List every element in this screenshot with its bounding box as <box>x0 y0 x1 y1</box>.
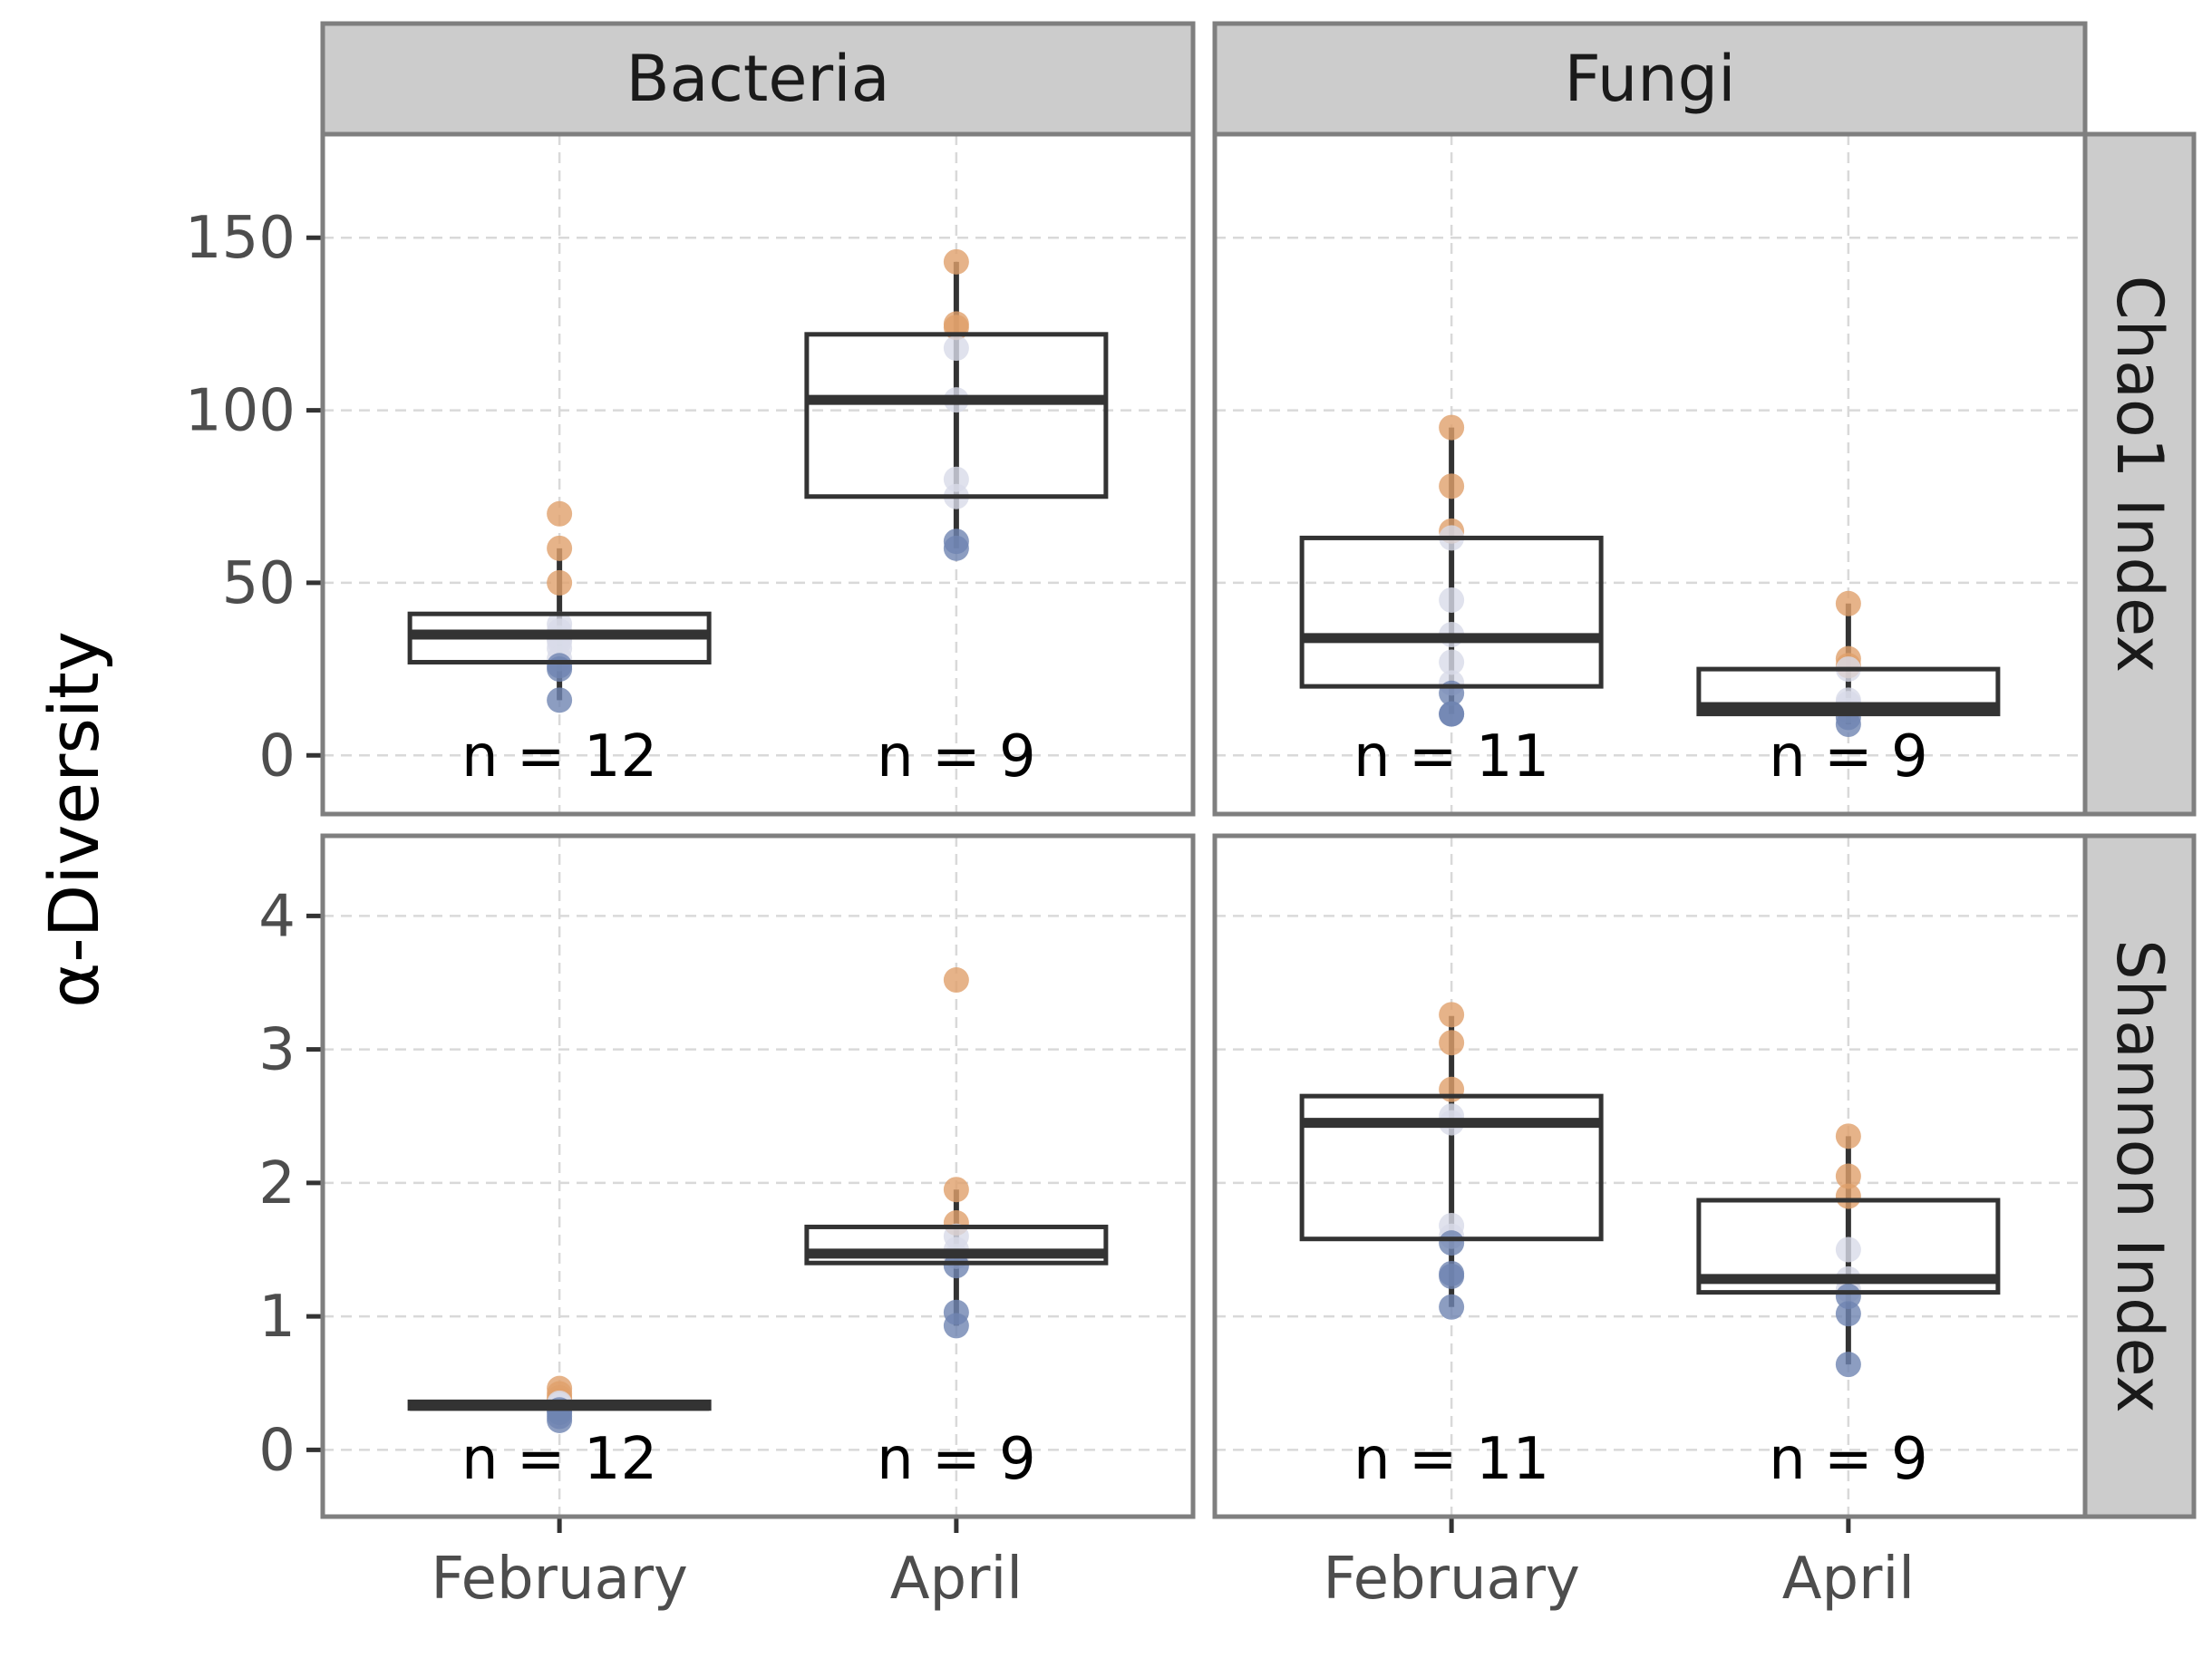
panel-border <box>320 131 1196 817</box>
data-point <box>1439 1002 1465 1028</box>
panel-border <box>320 833 1196 1519</box>
data-point <box>547 569 573 596</box>
data-point <box>1835 1123 1861 1149</box>
data-point <box>1439 414 1465 441</box>
data-point <box>1439 1294 1465 1320</box>
panel-background <box>323 836 1193 1517</box>
x-tick-label: February <box>431 1546 688 1613</box>
panel-background <box>1215 134 2085 814</box>
sample-size-label: n = 12 <box>461 1426 657 1493</box>
x-tick-label: April <box>890 1546 1023 1613</box>
data-point <box>547 535 573 561</box>
data-point <box>547 687 573 713</box>
data-point <box>1439 1263 1465 1289</box>
y-tick-label: 0 <box>258 1417 296 1484</box>
row-strip-label: Chao1 Index <box>2102 276 2177 673</box>
data-point <box>1835 1183 1861 1209</box>
y-tick-label: 1 <box>258 1284 296 1351</box>
y-tick-label: 0 <box>258 722 296 790</box>
box <box>1299 535 1604 689</box>
box <box>804 1224 1109 1266</box>
y-tick-label: 150 <box>185 205 296 272</box>
data-point <box>1439 587 1465 613</box>
data-point <box>1835 712 1861 738</box>
data-point <box>547 1407 573 1433</box>
box-group: n = 9 <box>804 248 1109 790</box>
data-point <box>943 967 969 994</box>
data-point <box>1835 590 1861 616</box>
data-point <box>943 248 969 275</box>
box <box>1696 666 2001 717</box>
sample-size-label: n = 11 <box>1353 723 1549 790</box>
panel-2: n = 11 n = 9 <box>1212 131 2088 817</box>
sample-size-label: n = 9 <box>877 723 1036 790</box>
box-group: n = 9 <box>1696 590 2001 790</box>
data-point <box>1835 1284 1861 1310</box>
column-strip <box>320 21 1196 137</box>
row-strip <box>2082 131 2197 817</box>
data-point <box>1835 1236 1861 1263</box>
y-tick-label: 100 <box>185 378 296 445</box>
panel-4: n = 11 n = 9 <box>1212 833 2088 1519</box>
box-group: n = 11 <box>1299 1002 1604 1493</box>
column-strip-label: Fungi <box>1564 42 1735 116</box>
panel-3: n = 12 n = 9 <box>320 833 1196 1519</box>
row-strip <box>2082 833 2197 1519</box>
box-group: n = 9 <box>1696 1123 2001 1493</box>
column-strip <box>1212 21 2088 137</box>
y-tick-label: 50 <box>222 550 296 617</box>
box <box>1299 1093 1604 1242</box>
sample-size-label: n = 9 <box>877 1426 1036 1493</box>
data-point <box>1439 649 1465 675</box>
row-strip-label: Shannon Index <box>2102 939 2177 1413</box>
sample-size-label: n = 9 <box>1769 723 1928 790</box>
data-point <box>1835 1301 1861 1327</box>
box-group: n = 12 <box>407 500 712 790</box>
data-point <box>943 535 969 561</box>
sample-size-label: n = 11 <box>1353 1426 1549 1493</box>
data-point <box>943 1313 969 1339</box>
x-tick-label: April <box>1782 1546 1915 1613</box>
data-point <box>1439 473 1465 499</box>
y-axis-title: α-Diversity <box>34 631 114 1008</box>
box-group: n = 11 <box>1299 414 1604 790</box>
panel-background <box>1215 836 2085 1517</box>
data-point <box>1835 1352 1861 1378</box>
data-point <box>1835 1163 1861 1189</box>
panel-border <box>1212 833 2088 1519</box>
column-strip-label: Bacteria <box>626 42 889 116</box>
panel-border <box>1212 131 2088 817</box>
y-tick-label: 3 <box>258 1017 296 1084</box>
data-point <box>943 1253 969 1279</box>
box <box>1696 1198 2001 1295</box>
panel-1: n = 12 n = 9 <box>320 131 1196 817</box>
data-point <box>547 500 573 527</box>
data-point <box>943 1177 969 1203</box>
data-point <box>943 335 969 362</box>
x-tick-label: February <box>1323 1546 1580 1613</box>
y-tick-label: 2 <box>258 1150 296 1217</box>
box-group: n = 9 <box>804 967 1109 1493</box>
box <box>804 332 1109 499</box>
sample-size-label: n = 9 <box>1769 1426 1928 1493</box>
data-point <box>1439 701 1465 727</box>
sample-size-label: n = 12 <box>461 723 657 790</box>
panel-background <box>323 134 1193 814</box>
data-point <box>1439 1030 1465 1056</box>
y-tick-label: 4 <box>258 883 296 950</box>
box-group: n = 12 <box>407 1375 712 1493</box>
data-point <box>1439 1230 1465 1256</box>
